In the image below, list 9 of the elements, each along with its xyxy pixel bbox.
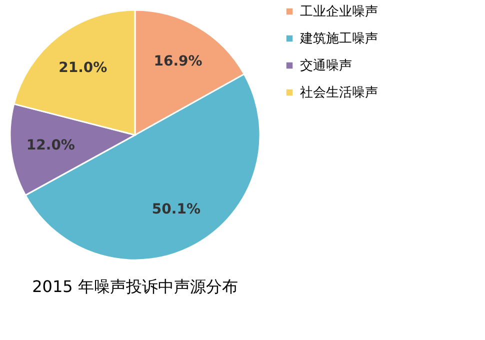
data-label: 21.0%: [58, 60, 108, 76]
text: 2015 年噪声投诉中声源分布: [32, 277, 238, 296]
data-label: 16.9%: [154, 54, 202, 70]
data-label: 12.0%: [26, 138, 75, 154]
legend-label: 工业企业噪声: [300, 4, 378, 20]
legend-label: 社会生活噪声: [300, 86, 378, 100]
legend-label: 建筑施工噪声: [299, 32, 378, 46]
data-label: 50.1%: [152, 201, 200, 218]
legend-label: 交通噪声: [300, 58, 352, 74]
